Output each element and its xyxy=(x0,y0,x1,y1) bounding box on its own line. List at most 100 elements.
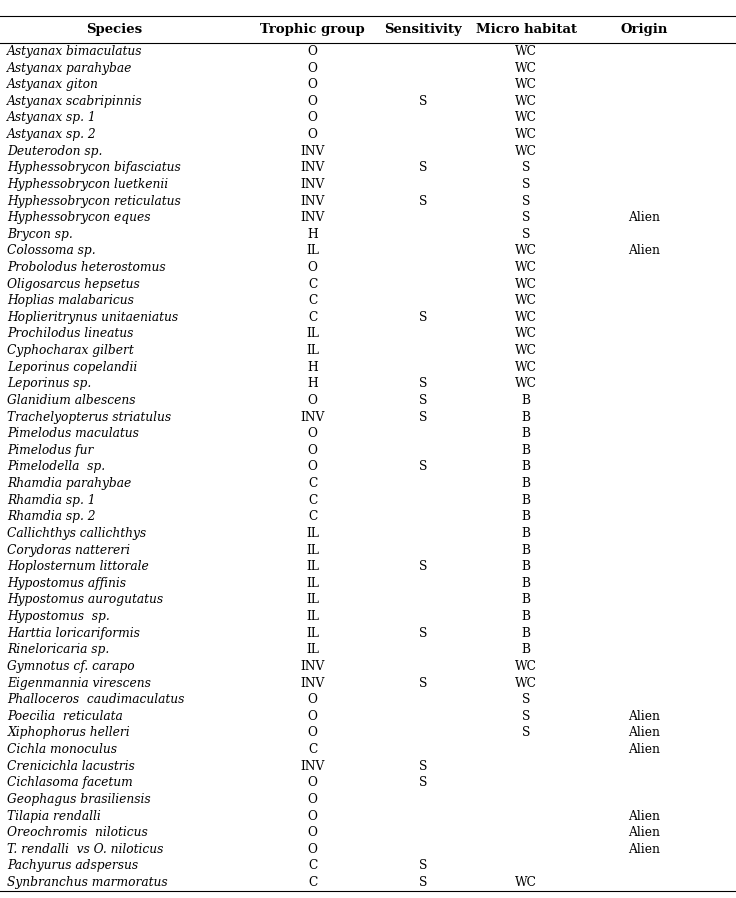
Text: O: O xyxy=(308,394,318,407)
Text: Alien: Alien xyxy=(628,726,660,739)
Text: INV: INV xyxy=(300,211,325,224)
Text: H: H xyxy=(308,228,318,241)
Text: C: C xyxy=(308,876,317,889)
Text: WC: WC xyxy=(515,45,537,57)
Text: S: S xyxy=(419,760,428,772)
Text: O: O xyxy=(308,78,318,92)
Text: IL: IL xyxy=(306,560,319,573)
Text: B: B xyxy=(522,510,531,524)
Text: WC: WC xyxy=(515,261,537,274)
Text: C: C xyxy=(308,859,317,872)
Text: Oligosarcus hepsetus: Oligosarcus hepsetus xyxy=(7,277,140,291)
Text: WC: WC xyxy=(515,328,537,340)
Text: WC: WC xyxy=(515,111,537,125)
Text: INV: INV xyxy=(300,676,325,690)
Text: O: O xyxy=(308,444,318,457)
Text: Glanidium albescens: Glanidium albescens xyxy=(7,394,136,407)
Text: Hoplias malabaricus: Hoplias malabaricus xyxy=(7,295,134,307)
Text: INV: INV xyxy=(300,760,325,772)
Text: O: O xyxy=(308,62,318,75)
Text: WC: WC xyxy=(515,361,537,374)
Text: O: O xyxy=(308,427,318,440)
Text: Corydoras nattereri: Corydoras nattereri xyxy=(7,543,130,557)
Text: B: B xyxy=(522,577,531,590)
Text: S: S xyxy=(419,311,428,324)
Text: O: O xyxy=(308,776,318,789)
Text: WC: WC xyxy=(515,277,537,291)
Text: WC: WC xyxy=(515,377,537,391)
Text: S: S xyxy=(419,394,428,407)
Text: Alien: Alien xyxy=(628,743,660,756)
Text: O: O xyxy=(308,726,318,739)
Text: Gymnotus cf. carapo: Gymnotus cf. carapo xyxy=(7,660,135,673)
Text: Trachelyopterus striatulus: Trachelyopterus striatulus xyxy=(7,410,171,424)
Text: S: S xyxy=(419,676,428,690)
Text: C: C xyxy=(308,510,317,524)
Text: S: S xyxy=(419,776,428,789)
Text: Alien: Alien xyxy=(628,809,660,823)
Text: Hoplosternum littorale: Hoplosternum littorale xyxy=(7,560,149,573)
Text: Hypostomus  sp.: Hypostomus sp. xyxy=(7,610,110,623)
Text: B: B xyxy=(522,477,531,490)
Text: O: O xyxy=(308,826,318,839)
Text: O: O xyxy=(308,95,318,108)
Text: Astyanax sp. 1: Astyanax sp. 1 xyxy=(7,111,97,125)
Text: B: B xyxy=(522,560,531,573)
Text: B: B xyxy=(522,494,531,506)
Text: Phalloceros  caudimaculatus: Phalloceros caudimaculatus xyxy=(7,693,185,706)
Text: WC: WC xyxy=(515,62,537,75)
Text: WC: WC xyxy=(515,78,537,92)
Text: INV: INV xyxy=(300,660,325,673)
Text: S: S xyxy=(419,410,428,424)
Text: C: C xyxy=(308,743,317,756)
Text: Cichlasoma facetum: Cichlasoma facetum xyxy=(7,776,133,789)
Text: Origin: Origin xyxy=(620,23,668,36)
Text: Synbranchus marmoratus: Synbranchus marmoratus xyxy=(7,876,168,889)
Text: INV: INV xyxy=(300,195,325,207)
Text: Alien: Alien xyxy=(628,709,660,723)
Text: Cichla monoculus: Cichla monoculus xyxy=(7,743,117,756)
Text: WC: WC xyxy=(515,95,537,108)
Text: Alien: Alien xyxy=(628,211,660,224)
Text: S: S xyxy=(522,228,531,241)
Text: Rhamdia sp. 1: Rhamdia sp. 1 xyxy=(7,494,96,506)
Text: Prochilodus lineatus: Prochilodus lineatus xyxy=(7,328,134,340)
Text: IL: IL xyxy=(306,610,319,623)
Text: Astyanax scabripinnis: Astyanax scabripinnis xyxy=(7,95,143,108)
Text: Astyanax giton: Astyanax giton xyxy=(7,78,99,92)
Text: Hyphessobrycon eques: Hyphessobrycon eques xyxy=(7,211,151,224)
Text: Leporinus copelandii: Leporinus copelandii xyxy=(7,361,138,374)
Text: B: B xyxy=(522,643,531,656)
Text: Callichthys callichthys: Callichthys callichthys xyxy=(7,527,146,540)
Text: IL: IL xyxy=(306,577,319,590)
Text: Rhamdia parahybae: Rhamdia parahybae xyxy=(7,477,132,490)
Text: Trophic group: Trophic group xyxy=(261,23,365,36)
Text: Oreochromis  niloticus: Oreochromis niloticus xyxy=(7,826,148,839)
Text: WC: WC xyxy=(515,311,537,324)
Text: Sensitivity: Sensitivity xyxy=(384,23,462,36)
Text: O: O xyxy=(308,809,318,823)
Text: O: O xyxy=(308,693,318,706)
Text: Hypostomus affinis: Hypostomus affinis xyxy=(7,577,127,590)
Text: O: O xyxy=(308,128,318,141)
Text: IL: IL xyxy=(306,527,319,540)
Text: Hyphessobrycon luetkenii: Hyphessobrycon luetkenii xyxy=(7,178,169,191)
Text: S: S xyxy=(522,709,531,723)
Text: B: B xyxy=(522,610,531,623)
Text: Harttia loricariformis: Harttia loricariformis xyxy=(7,627,141,639)
Text: WC: WC xyxy=(515,344,537,357)
Text: Hyphessobrycon reticulatus: Hyphessobrycon reticulatus xyxy=(7,195,181,207)
Text: IL: IL xyxy=(306,244,319,258)
Text: T. rendalli  vs O. niloticus: T. rendalli vs O. niloticus xyxy=(7,842,163,856)
Text: S: S xyxy=(522,726,531,739)
Text: S: S xyxy=(419,876,428,889)
Text: S: S xyxy=(419,95,428,108)
Text: Hoplieritrynus unitaeniatus: Hoplieritrynus unitaeniatus xyxy=(7,311,179,324)
Text: IL: IL xyxy=(306,543,319,557)
Text: WC: WC xyxy=(515,295,537,307)
Text: S: S xyxy=(419,859,428,872)
Text: Alien: Alien xyxy=(628,244,660,258)
Text: IL: IL xyxy=(306,328,319,340)
Text: Colossoma sp.: Colossoma sp. xyxy=(7,244,96,258)
Text: C: C xyxy=(308,477,317,490)
